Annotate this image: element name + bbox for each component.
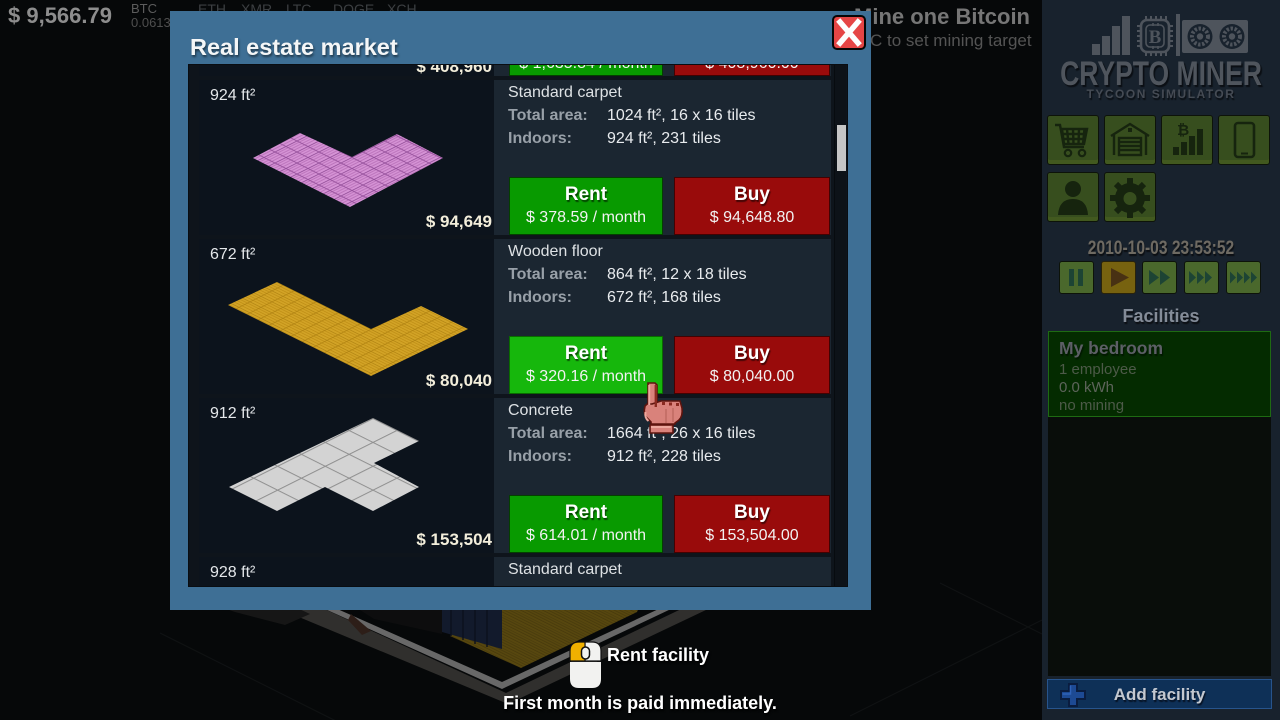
svg-text:₿: ₿ [1177,122,1189,139]
svg-text:B: B [1149,27,1162,48]
